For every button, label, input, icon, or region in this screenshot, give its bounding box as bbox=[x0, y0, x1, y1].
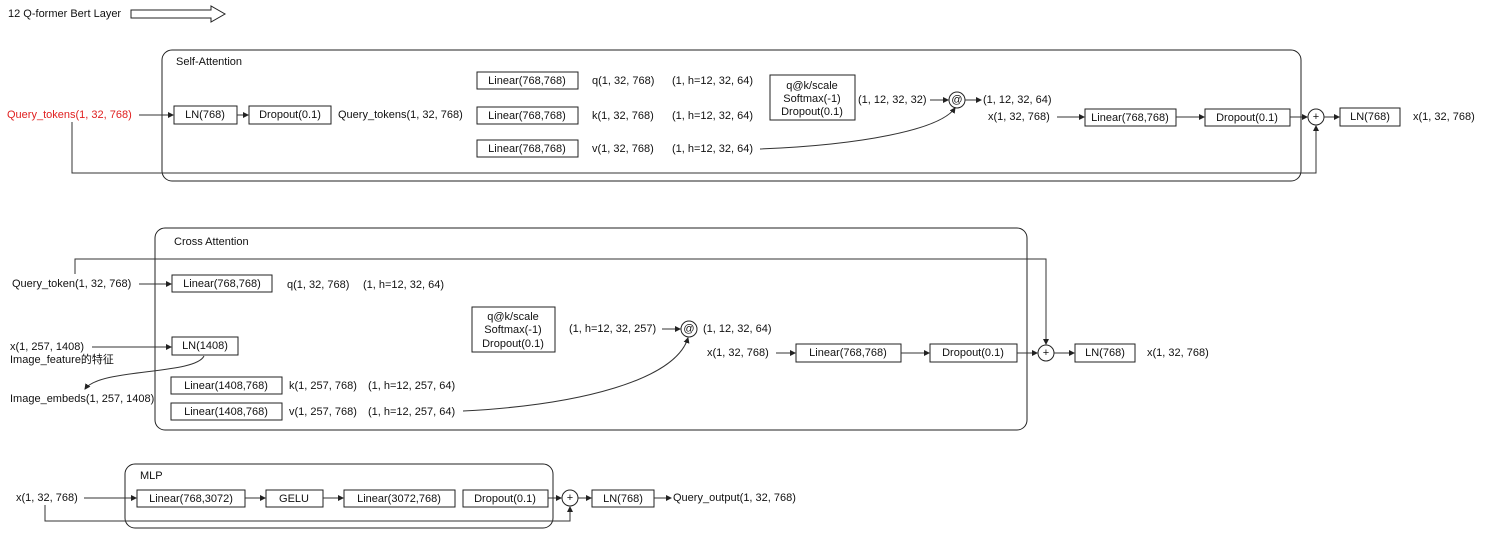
ln-box bbox=[171, 336, 239, 356]
linear-k-label: Linear(1408,768) bbox=[184, 380, 268, 392]
linear-k-box bbox=[170, 376, 283, 395]
q-heads-shape: (1, h=12, 32, 64) bbox=[672, 75, 753, 87]
cross-attention-label: Cross Attention bbox=[174, 236, 249, 248]
add-symbol: + bbox=[1313, 111, 1319, 123]
matmul-icon bbox=[680, 320, 698, 338]
attn-shape: (1, 12, 32, 32) bbox=[858, 94, 927, 106]
linear-v-label: Linear(768,768) bbox=[488, 143, 566, 155]
hollow-arrow-icon bbox=[130, 5, 227, 23]
query-output: Query_output(1, 32, 768) bbox=[673, 492, 796, 504]
linear-q-label: Linear(768,768) bbox=[183, 278, 261, 290]
v-shape: v(1, 32, 768) bbox=[592, 143, 654, 155]
linear2-label: Linear(3072,768) bbox=[357, 493, 441, 505]
v-heads-shape: (1, h=12, 32, 64) bbox=[672, 143, 753, 155]
ln-curve-arrow bbox=[84, 355, 205, 390]
output-shape: x(1, 32, 768) bbox=[1413, 111, 1475, 123]
linear-v-box bbox=[170, 402, 283, 421]
linear-v-box bbox=[476, 139, 579, 158]
gelu-label: GELU bbox=[279, 493, 309, 505]
self-attention-label: Self-Attention bbox=[176, 56, 242, 68]
k-shape: k(1, 32, 768) bbox=[592, 110, 654, 122]
out-ln-label: LN(768) bbox=[1085, 347, 1125, 359]
linear-k-label: Linear(768,768) bbox=[488, 110, 566, 122]
x-shape: x(1, 32, 768) bbox=[988, 111, 1050, 123]
out-linear-label: Linear(768,768) bbox=[1091, 112, 1169, 124]
attn-line: Softmax(-1) bbox=[484, 324, 541, 336]
cross-attention-frame bbox=[154, 227, 1028, 431]
out-shape: (1, 12, 32, 64) bbox=[983, 94, 1052, 106]
image-input: x(1, 257, 1408) bbox=[10, 341, 84, 353]
linear-q-box bbox=[171, 274, 273, 293]
matmul-symbol: @ bbox=[951, 94, 962, 106]
linear-v-label: Linear(1408,768) bbox=[184, 406, 268, 418]
query-token-input: Query_token(1, 32, 768) bbox=[12, 278, 131, 290]
out-ln-box bbox=[1339, 107, 1401, 127]
dropout-box bbox=[248, 105, 332, 125]
k-shape: k(1, 257, 768) bbox=[289, 380, 357, 392]
normed-tokens-label: Query_tokens(1, 32, 768) bbox=[338, 109, 463, 121]
dropout-label: Dropout(0.1) bbox=[474, 493, 536, 505]
k-heads-shape: (1, h=12, 257, 64) bbox=[368, 380, 455, 392]
linear-q-label: Linear(768,768) bbox=[488, 75, 566, 87]
out-shape: (1, 12, 32, 64) bbox=[703, 323, 772, 335]
output-shape: x(1, 32, 768) bbox=[1147, 347, 1209, 359]
dropout-label: Dropout(0.1) bbox=[259, 109, 321, 121]
attn-line: Dropout(0.1) bbox=[781, 106, 843, 118]
self-attention-block: Self-Attention Query_tokens(1, 32, 768) … bbox=[7, 49, 1475, 182]
mlp-input: x(1, 32, 768) bbox=[16, 492, 78, 504]
residual-line bbox=[74, 258, 1049, 345]
q-heads-shape: (1, h=12, 32, 64) bbox=[363, 279, 444, 291]
v-curve-arrow bbox=[462, 337, 690, 412]
attn-line: Dropout(0.1) bbox=[482, 338, 544, 350]
k-heads-shape: (1, h=12, 32, 64) bbox=[672, 110, 753, 122]
mlp-label: MLP bbox=[140, 470, 163, 482]
v-heads-shape: (1, h=12, 257, 64) bbox=[368, 406, 455, 418]
linear-q-box bbox=[476, 71, 579, 90]
v-shape: v(1, 257, 768) bbox=[289, 406, 357, 418]
out-dropout-label: Dropout(0.1) bbox=[942, 347, 1004, 359]
q-shape: q(1, 32, 768) bbox=[287, 279, 349, 291]
attention-score-box bbox=[769, 74, 856, 121]
image-embeds: Image_embeds(1, 257, 1408) bbox=[10, 393, 154, 405]
residual-line bbox=[44, 505, 573, 522]
matmul-symbol: @ bbox=[683, 323, 694, 335]
ln-label: LN(1408) bbox=[182, 340, 228, 352]
attn-shape: (1, h=12, 32, 257) bbox=[569, 323, 656, 335]
add-symbol: + bbox=[567, 492, 573, 504]
query-tokens-input: Query_tokens(1, 32, 768) bbox=[7, 109, 132, 121]
add-symbol: + bbox=[1043, 347, 1049, 359]
attn-line: q@k/scale bbox=[786, 80, 838, 92]
diagram-title: 12 Q-former Bert Layer bbox=[8, 8, 121, 20]
out-ln-box bbox=[1074, 343, 1136, 363]
out-linear-label: Linear(768,768) bbox=[809, 347, 887, 359]
mlp-block: MLP x(1, 32, 768) Linear(768,3072) GELU … bbox=[16, 463, 796, 529]
x-shape: x(1, 32, 768) bbox=[707, 347, 769, 359]
attention-score-box bbox=[471, 306, 556, 353]
image-note: Image_feature的特征 bbox=[10, 352, 114, 366]
attn-line: q@k/scale bbox=[487, 311, 539, 323]
residual-line bbox=[71, 122, 1319, 174]
out-ln-label: LN(768) bbox=[1350, 111, 1390, 123]
mlp-frame bbox=[124, 463, 554, 529]
linear1-label: Linear(768,3072) bbox=[149, 493, 233, 505]
ln-label: LN(768) bbox=[603, 493, 643, 505]
v-curve-arrow bbox=[759, 107, 956, 150]
linear2-box bbox=[343, 489, 456, 508]
linear-k-box bbox=[476, 106, 579, 125]
ln-label: LN(768) bbox=[185, 109, 225, 121]
attn-line: Softmax(-1) bbox=[783, 93, 840, 105]
out-dropout-label: Dropout(0.1) bbox=[1216, 112, 1278, 124]
q-shape: q(1, 32, 768) bbox=[592, 75, 654, 87]
cross-attention-block: Cross Attention Query_token(1, 32, 768) … bbox=[10, 227, 1209, 431]
